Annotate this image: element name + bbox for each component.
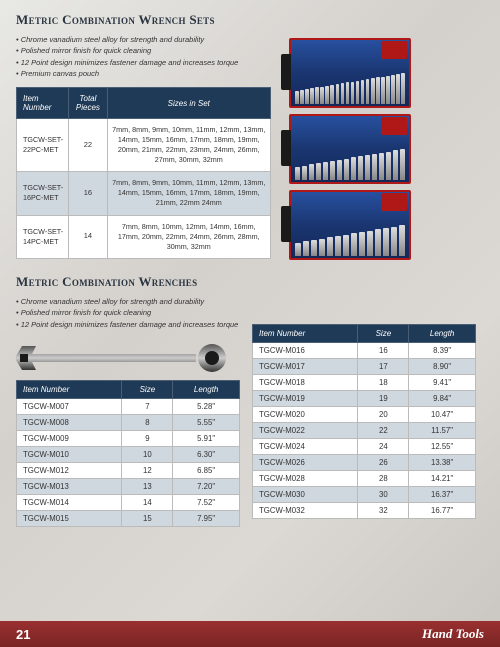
category-label: Hand Tools bbox=[422, 626, 484, 642]
table-header: Sizes in Set bbox=[107, 88, 271, 119]
table-row: TGCW-M019199.84" bbox=[253, 390, 476, 406]
table-row: TGCW-M010106.30" bbox=[17, 446, 240, 462]
items-table-left: Item NumberSizeLength TGCW-M00775.28"TGC… bbox=[16, 380, 240, 527]
pouch-image bbox=[281, 190, 411, 260]
bullet: Chrome vanadium steel alloy for strength… bbox=[16, 296, 484, 307]
bullet: 12 Point design minimizes fastener damag… bbox=[16, 57, 271, 68]
table-header: Item Number bbox=[17, 380, 122, 398]
table-row: TGCW-M013137.20" bbox=[17, 478, 240, 494]
table-row: TGCW-SET-16PC-MET167mm, 8mm, 9mm, 10mm, … bbox=[17, 172, 271, 215]
section2-title: Metric Combination Wrenches bbox=[16, 274, 484, 290]
section1-title: Metric Combination Wrench Sets bbox=[16, 12, 484, 28]
sets-table: Item NumberTotal PiecesSizes in Set TGCW… bbox=[16, 87, 271, 259]
table-row: TGCW-M015157.95" bbox=[17, 510, 240, 526]
table-row: TGCW-SET-22PC-MET227mm, 8mm, 9mm, 10mm, … bbox=[17, 119, 271, 172]
bullet: Polished mirror finish for quick cleanin… bbox=[16, 45, 271, 56]
table-row: TGCW-M0303016.37" bbox=[253, 486, 476, 502]
table-row: TGCW-M00995.91" bbox=[17, 430, 240, 446]
pouch-image bbox=[281, 114, 411, 184]
table-header: Total Pieces bbox=[69, 88, 107, 119]
table-header: Length bbox=[173, 380, 240, 398]
table-row: TGCW-M016168.39" bbox=[253, 342, 476, 358]
table-row: TGCW-M0282814.21" bbox=[253, 470, 476, 486]
pouch-image bbox=[281, 38, 411, 108]
table-row: TGCW-M014147.52" bbox=[17, 494, 240, 510]
pouch-images bbox=[281, 34, 484, 260]
items-table-right: Item NumberSizeLength TGCW-M016168.39"TG… bbox=[252, 324, 476, 519]
table-row: TGCW-M0202010.47" bbox=[253, 406, 476, 422]
table-row: TGCW-M0323216.77" bbox=[253, 502, 476, 518]
table-header: Item Number bbox=[253, 324, 358, 342]
table-row: TGCW-SET-14PC-MET147mm, 8mm, 10mm, 12mm,… bbox=[17, 215, 271, 258]
section1-left: Chrome vanadium steel alloy for strength… bbox=[16, 34, 271, 260]
table-row: TGCW-M0222211.57" bbox=[253, 422, 476, 438]
bullet: Chrome vanadium steel alloy for strength… bbox=[16, 34, 271, 45]
table-header: Size bbox=[122, 380, 173, 398]
page-footer: 21 Hand Tools bbox=[0, 621, 500, 647]
table-row: TGCW-M012126.85" bbox=[17, 462, 240, 478]
table-row: TGCW-M00885.55" bbox=[17, 414, 240, 430]
table-header: Item Number bbox=[17, 88, 69, 119]
bullet: Premium canvas pouch bbox=[16, 68, 271, 79]
bullet: Polished mirror finish for quick cleanin… bbox=[16, 307, 484, 318]
table-header: Length bbox=[409, 324, 476, 342]
wrench-image bbox=[16, 342, 236, 374]
table-row: TGCW-M018189.41" bbox=[253, 374, 476, 390]
table-row: TGCW-M0262613.38" bbox=[253, 454, 476, 470]
page-number: 21 bbox=[16, 627, 30, 642]
table-row: TGCW-M00775.28" bbox=[17, 398, 240, 414]
section1-bullets: Chrome vanadium steel alloy for strength… bbox=[16, 34, 271, 79]
table-header: Size bbox=[358, 324, 409, 342]
table-row: TGCW-M0242412.55" bbox=[253, 438, 476, 454]
table-row: TGCW-M017178.90" bbox=[253, 358, 476, 374]
